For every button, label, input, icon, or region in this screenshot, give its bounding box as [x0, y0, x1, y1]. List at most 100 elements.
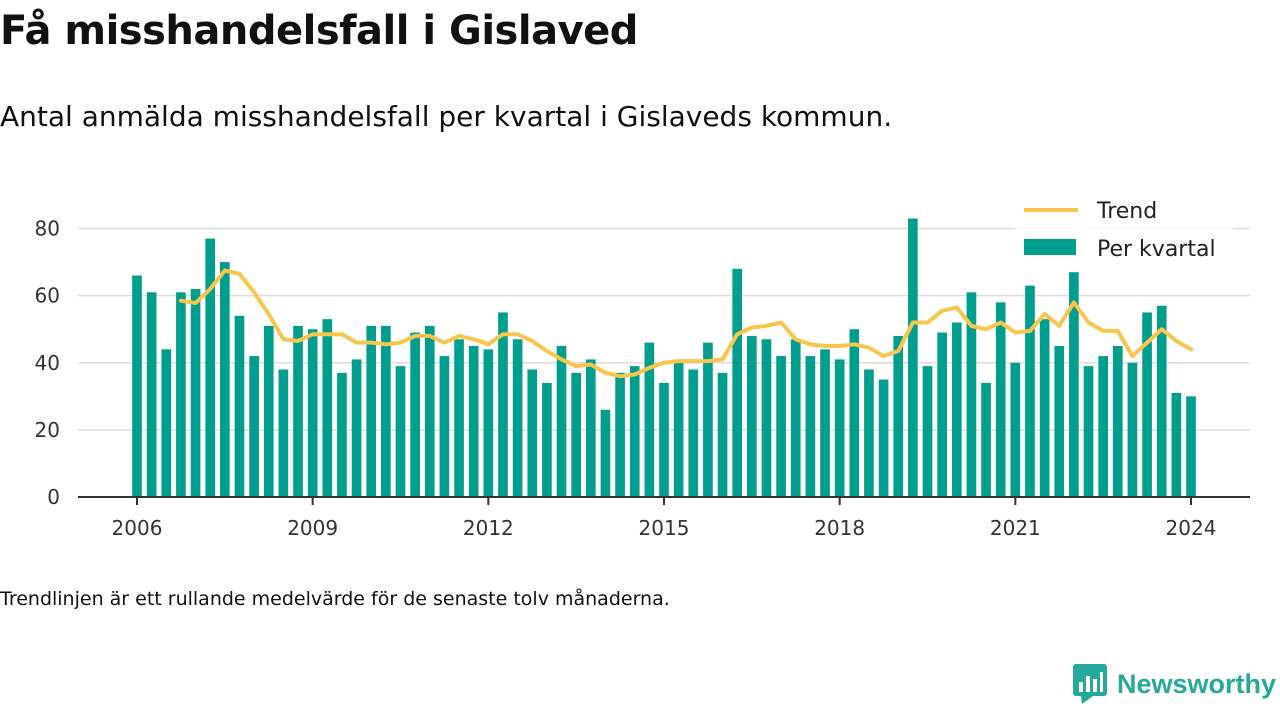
trend-line — [178, 268, 1193, 379]
bar — [410, 332, 420, 497]
bar — [937, 332, 947, 497]
bar — [1025, 285, 1035, 497]
bar — [293, 325, 303, 497]
bar — [1054, 346, 1065, 497]
y-tick-label: 40 — [35, 351, 60, 375]
bar — [995, 302, 1006, 497]
legend-label-trend: Trend — [1096, 199, 1157, 224]
bar — [571, 372, 581, 497]
bar — [498, 312, 508, 497]
y-tick-label: 60 — [35, 284, 60, 308]
bar — [820, 349, 830, 497]
bar — [1069, 272, 1079, 497]
bar — [307, 329, 318, 497]
bar — [747, 335, 757, 497]
bar — [908, 218, 918, 498]
bar — [805, 356, 816, 497]
bar-series-per-kvartal — [132, 218, 1196, 498]
bar — [732, 268, 743, 497]
bar — [893, 335, 904, 497]
bar — [468, 346, 479, 497]
legend-label-per-kvartal: Per kvartal — [1097, 237, 1216, 262]
bar — [659, 382, 669, 497]
bar — [1083, 366, 1094, 497]
bar — [381, 325, 391, 497]
bar — [542, 382, 552, 497]
bar — [644, 342, 655, 497]
legend-background — [1015, 192, 1233, 268]
bar — [629, 366, 640, 497]
bar — [585, 359, 596, 497]
bar — [234, 315, 245, 497]
bar — [176, 292, 186, 497]
bar — [981, 382, 991, 497]
bar — [351, 359, 362, 497]
bar-line-chart: 0 20 40 60 80 2006 2009 2012 2015 2018 2021 2024 Tr… — [34, 192, 1250, 540]
bar — [922, 366, 933, 497]
y-tick-label: 20 — [35, 418, 60, 442]
bar — [966, 292, 977, 497]
bar — [249, 356, 259, 497]
x-tick-label: 2021 — [990, 516, 1041, 540]
bar — [834, 359, 845, 497]
bar — [1039, 319, 1050, 497]
bar — [790, 339, 801, 497]
x-tick-label: 2009 — [287, 516, 338, 540]
bar — [424, 325, 435, 497]
bar — [1142, 312, 1152, 497]
newsworthy-logo-icon — [1073, 664, 1107, 704]
bar — [395, 366, 406, 497]
bar — [220, 262, 230, 497]
bar — [512, 339, 523, 497]
footnote: Trendlinjen är ett rullande medelvärde f… — [0, 588, 670, 610]
y-tick-label: 80 — [35, 217, 60, 241]
bar — [761, 339, 772, 497]
bar — [146, 292, 157, 497]
legend: Trend Per kvartal — [1015, 192, 1233, 268]
x-tick-label: 2015 — [639, 516, 690, 540]
x-tick-label: 2024 — [1166, 516, 1217, 540]
chart-subtitle: Antal anmälda misshandelsfall per kvarta… — [0, 100, 893, 133]
y-tick-label: 0 — [47, 485, 60, 509]
bar — [161, 349, 172, 497]
x-tick-label: 2006 — [112, 516, 163, 540]
x-tick-label: 2018 — [814, 516, 865, 540]
bar — [703, 342, 713, 497]
bar — [263, 325, 274, 497]
bar — [600, 409, 611, 497]
bar — [864, 369, 874, 497]
bar — [132, 275, 142, 497]
bar — [1010, 362, 1021, 497]
bar — [1156, 305, 1167, 497]
bar — [1127, 362, 1138, 497]
bar — [1171, 392, 1182, 497]
bar — [615, 372, 625, 497]
bar — [439, 356, 450, 497]
bar — [951, 322, 962, 497]
axes: 0 20 40 60 80 2006 2009 2012 2015 2018 2021 2024 — [35, 217, 1250, 540]
bar — [1112, 346, 1123, 497]
bar — [337, 372, 347, 497]
bar — [776, 356, 786, 497]
bar — [483, 349, 494, 497]
bar — [278, 369, 289, 497]
brand-name: Newsworthy — [1117, 668, 1277, 699]
line-series-trend — [178, 268, 1193, 379]
bar — [878, 379, 889, 497]
x-tick-label: 2012 — [463, 516, 514, 540]
brand-logo: Newsworthy — [1073, 664, 1276, 704]
chart-title: Få misshandelsfall i Gislaved — [0, 8, 638, 54]
legend-swatch-per-kvartal — [1024, 239, 1076, 255]
bar — [1098, 356, 1108, 497]
bar — [688, 369, 699, 497]
bar — [190, 288, 201, 497]
bar — [849, 329, 860, 497]
bar — [673, 362, 684, 497]
bar — [366, 325, 377, 497]
bar — [454, 339, 464, 497]
bar — [322, 319, 333, 497]
bar — [1186, 396, 1196, 497]
bar — [527, 369, 538, 497]
bar — [205, 238, 216, 497]
bar — [556, 346, 567, 497]
